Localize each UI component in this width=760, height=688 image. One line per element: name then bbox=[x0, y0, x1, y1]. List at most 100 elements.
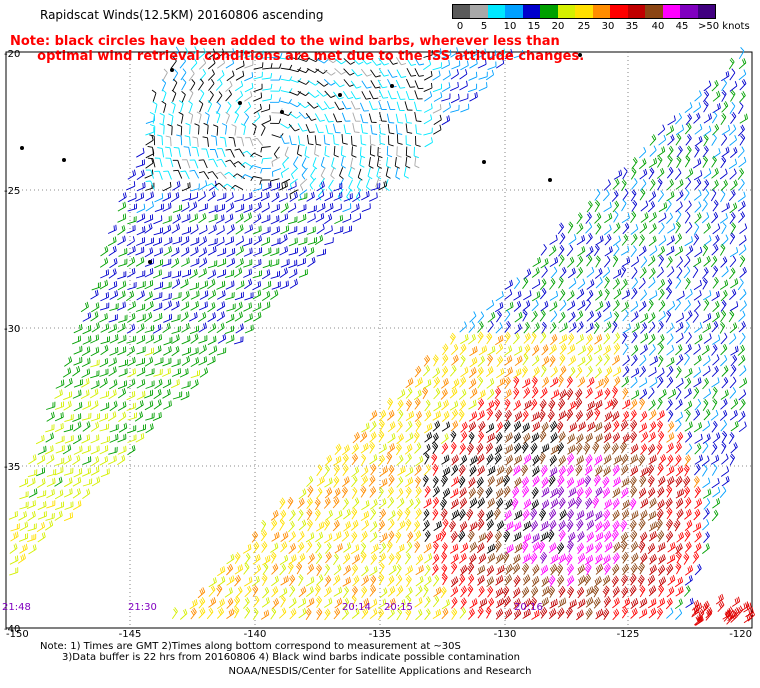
wind-barb bbox=[423, 114, 433, 125]
wind-barb bbox=[549, 322, 557, 334]
wind-barb bbox=[487, 408, 494, 421]
wind-barb bbox=[629, 485, 637, 498]
wind-barb bbox=[37, 511, 47, 520]
wind-barb bbox=[450, 47, 459, 58]
wind-barb bbox=[649, 223, 657, 235]
wind-barb bbox=[244, 60, 254, 69]
wind-barb bbox=[647, 487, 656, 499]
wind-barb bbox=[172, 391, 183, 400]
wind-barb bbox=[740, 601, 749, 612]
wind-barb bbox=[602, 476, 610, 489]
wind-barb bbox=[301, 167, 308, 180]
wind-barb bbox=[585, 497, 593, 510]
wind-barb bbox=[620, 531, 629, 544]
wind-barb bbox=[466, 443, 474, 455]
wind-barb bbox=[99, 413, 108, 422]
legend-label: >50 knots bbox=[698, 21, 750, 32]
wind-barb bbox=[343, 193, 353, 202]
wind-barb bbox=[108, 280, 118, 291]
wind-barb bbox=[126, 181, 136, 191]
wind-barb bbox=[648, 607, 657, 619]
wind-barb bbox=[252, 553, 261, 565]
wind-barb bbox=[235, 245, 244, 256]
wind-barb bbox=[656, 266, 664, 278]
wind-barb bbox=[549, 466, 558, 478]
wind-barb bbox=[250, 152, 263, 158]
wind-barb bbox=[262, 259, 272, 269]
wind-barb bbox=[233, 173, 245, 180]
wind-barb bbox=[178, 111, 184, 124]
wind-barb bbox=[261, 202, 270, 213]
wind-barb bbox=[702, 277, 708, 290]
wind-barb bbox=[387, 510, 396, 521]
wind-barb bbox=[640, 531, 648, 543]
wind-barb bbox=[657, 146, 666, 157]
wind-barb bbox=[288, 554, 297, 565]
latitude-label: -30 bbox=[4, 324, 20, 335]
wind-barb bbox=[459, 48, 468, 59]
wind-barb bbox=[316, 202, 326, 213]
wind-barb bbox=[703, 531, 710, 544]
wind-barb bbox=[485, 530, 493, 543]
wind-barb bbox=[730, 89, 736, 102]
wind-barb bbox=[568, 322, 577, 333]
wind-barb bbox=[91, 322, 100, 333]
wind-barb bbox=[676, 290, 685, 301]
wind-barb bbox=[621, 301, 630, 313]
wind-barb bbox=[487, 311, 496, 323]
wind-barb bbox=[657, 475, 666, 487]
wind-barb bbox=[109, 433, 119, 443]
longitude-label: -145 bbox=[119, 629, 142, 640]
wind-barb bbox=[711, 443, 718, 455]
wind-barb bbox=[630, 389, 640, 400]
wind-barb bbox=[207, 260, 218, 269]
wind-barb bbox=[478, 82, 488, 92]
wind-barb bbox=[352, 497, 360, 509]
wind-barb bbox=[640, 312, 649, 324]
wind-barb bbox=[99, 313, 108, 323]
wind-barb bbox=[406, 531, 414, 544]
wind-barb bbox=[54, 389, 63, 399]
wind-barb bbox=[217, 70, 225, 82]
wind-barb bbox=[656, 376, 664, 388]
wind-barb bbox=[315, 123, 324, 133]
wind-barb bbox=[207, 69, 215, 81]
wind-barb bbox=[18, 511, 27, 521]
wind-barb bbox=[548, 508, 557, 521]
wind-barb bbox=[217, 566, 226, 577]
wind-barb bbox=[648, 521, 658, 532]
wind-barb bbox=[604, 411, 613, 422]
wind-barb bbox=[602, 466, 611, 477]
wind-barb bbox=[360, 466, 369, 478]
wind-barb bbox=[568, 366, 576, 379]
wind-barb bbox=[233, 267, 243, 278]
wind-barb bbox=[468, 71, 478, 81]
wind-barb bbox=[676, 531, 685, 543]
wind-barb bbox=[703, 90, 710, 103]
wind-barb bbox=[127, 193, 137, 203]
wind-barb bbox=[352, 213, 362, 223]
wind-barb bbox=[235, 60, 245, 71]
wind-barb bbox=[612, 563, 620, 576]
wind-barb bbox=[684, 277, 691, 290]
wind-barb bbox=[657, 397, 663, 410]
wind-barb bbox=[574, 397, 583, 410]
wind-barb bbox=[640, 256, 648, 268]
wind-barb bbox=[459, 80, 468, 91]
wind-barb bbox=[405, 157, 411, 169]
wind-barb bbox=[450, 586, 459, 598]
wind-barb bbox=[667, 542, 676, 553]
wind-barb bbox=[612, 608, 620, 621]
wind-barb bbox=[566, 520, 574, 533]
wind-barb bbox=[459, 321, 467, 333]
wind-barb bbox=[566, 453, 575, 465]
wind-barb bbox=[99, 445, 109, 455]
wind-barb bbox=[729, 135, 738, 146]
wind-barb bbox=[154, 157, 163, 168]
wind-barb bbox=[702, 365, 711, 377]
wind-barb bbox=[176, 134, 183, 146]
time-label: 21:48 bbox=[2, 602, 31, 613]
island-dot bbox=[548, 178, 552, 182]
wind-barb bbox=[666, 365, 674, 378]
wind-barb bbox=[136, 313, 146, 323]
